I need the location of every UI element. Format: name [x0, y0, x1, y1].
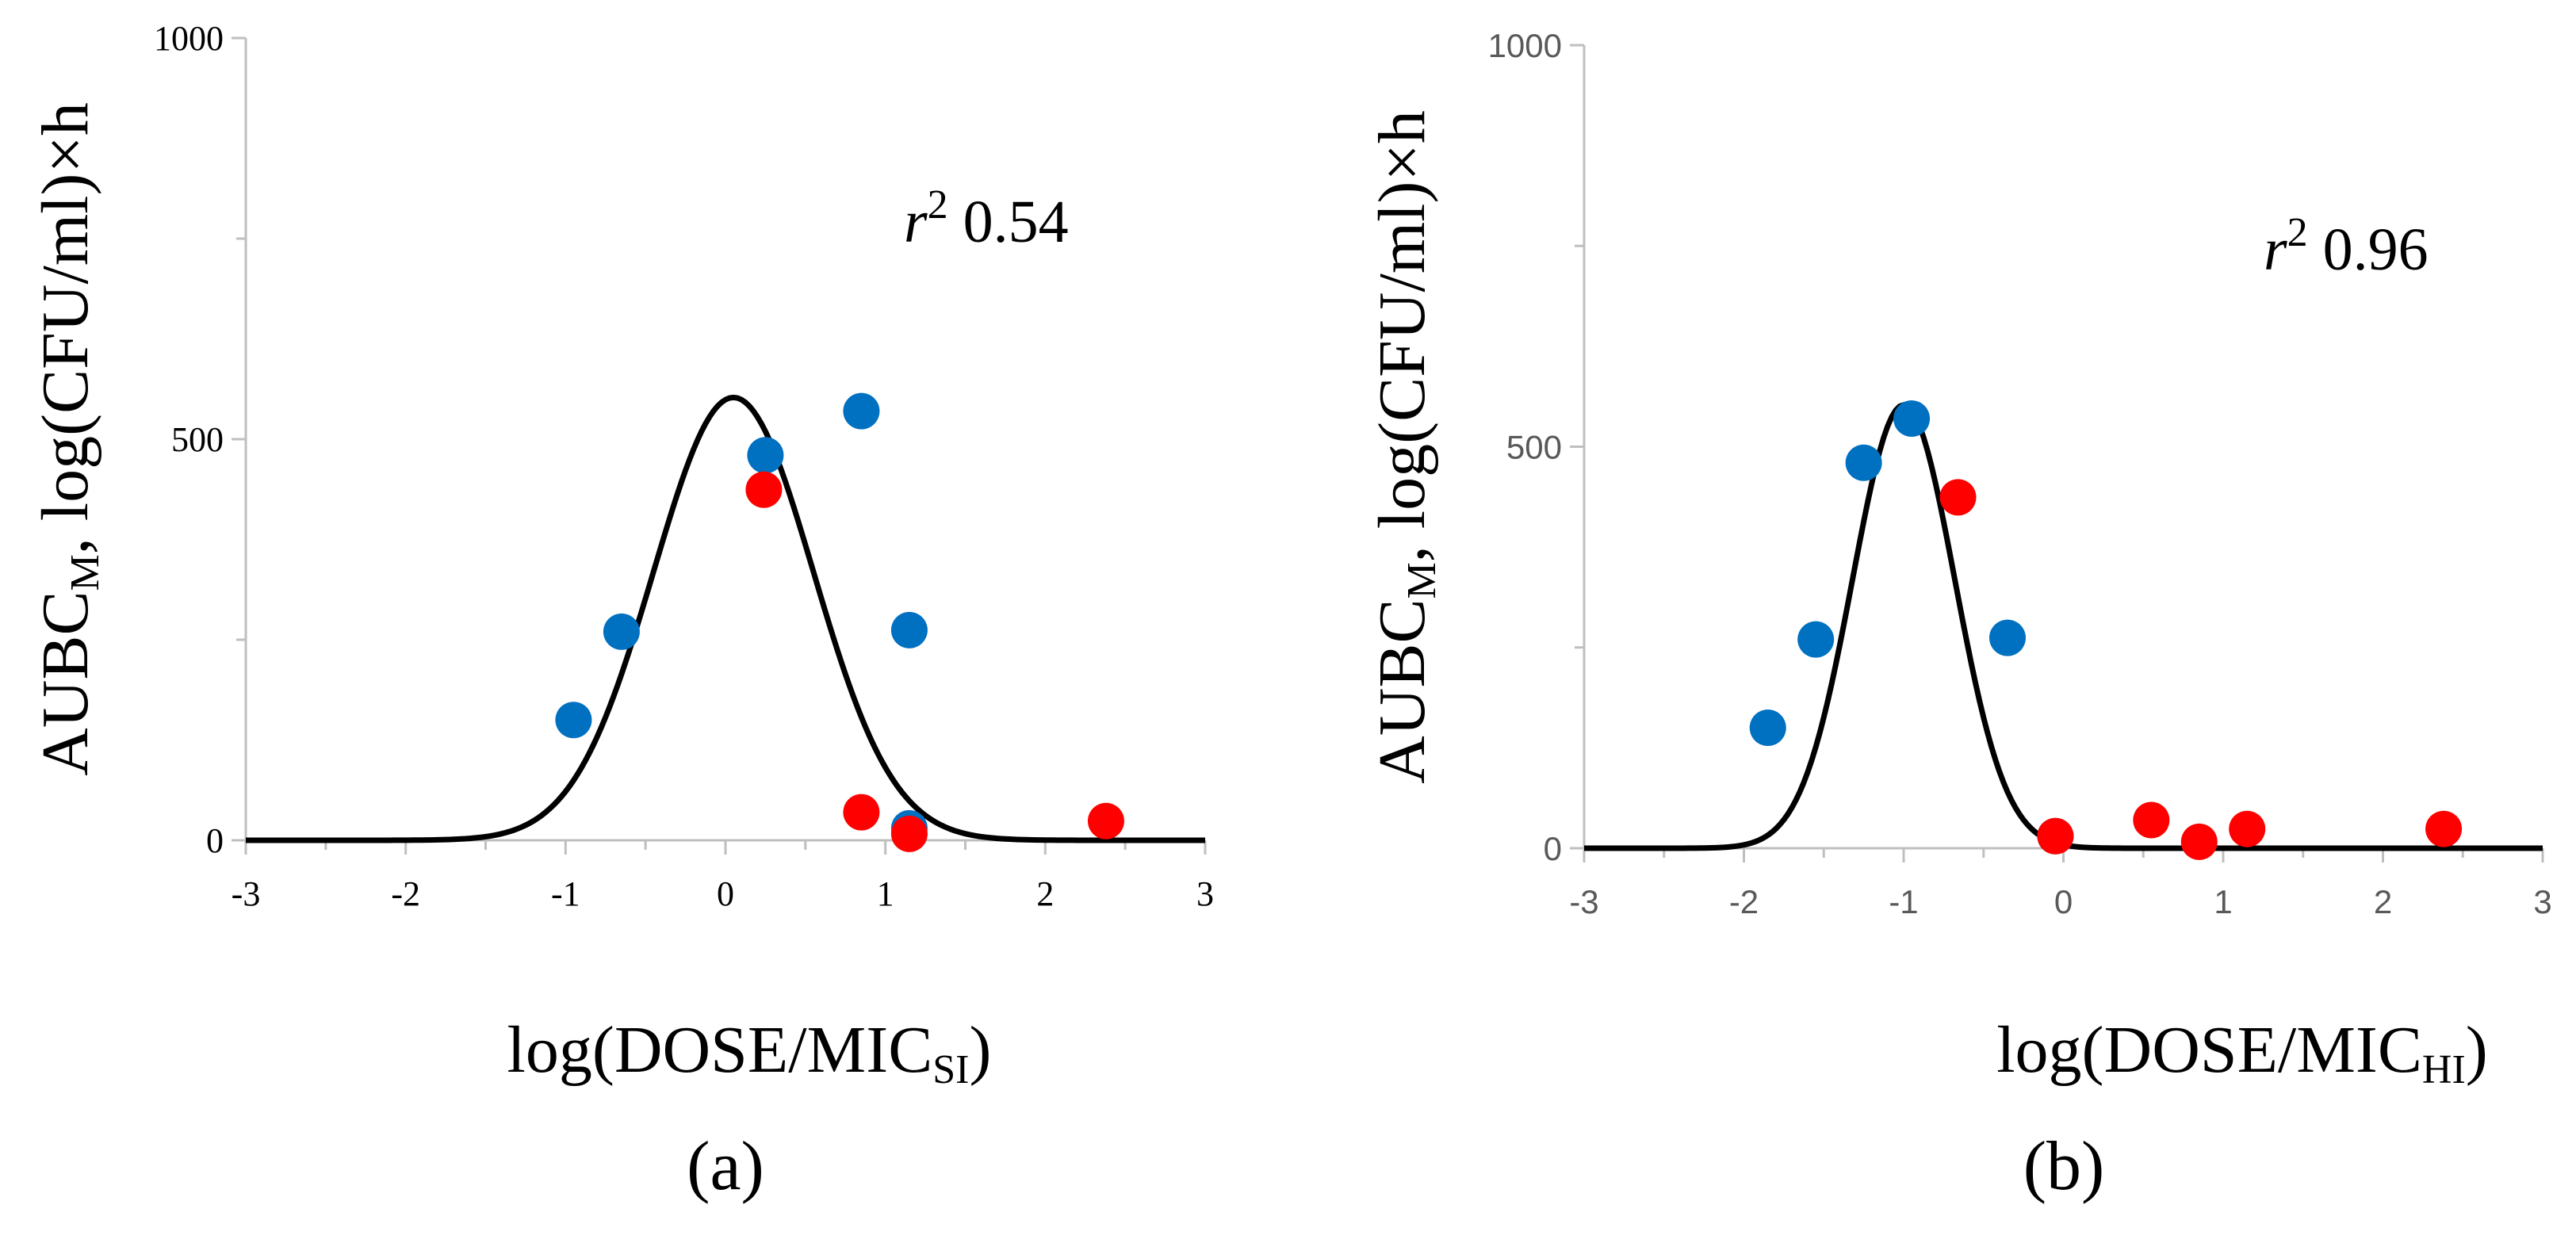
- x-tick-label: -3: [1569, 883, 1598, 920]
- chart-panel-a: 0 500 1000 -3 -2 -1 0 1 2 3 AUBCM, log(CFU/ml)×h lo…: [29, 19, 1214, 1205]
- data-point-blue: [1988, 619, 2026, 656]
- x-axis-label-subscript: HI: [2422, 1047, 2466, 1092]
- x-tick-label: 3: [2533, 883, 2551, 920]
- x-tick-label: -1: [1889, 883, 1918, 920]
- data-point-blue: [603, 613, 640, 650]
- fit-curve: [246, 394, 1205, 843]
- y-tick-label: 1000: [154, 19, 224, 58]
- x-tick-label: -2: [391, 874, 420, 913]
- data-point-blue: [1749, 709, 1786, 747]
- x-tick-label: 0: [717, 874, 734, 913]
- x-tick-label: -3: [232, 874, 261, 913]
- x-tick-label: 1: [2214, 883, 2232, 920]
- panel-label: (a): [687, 1128, 764, 1205]
- r-squared-r: r: [2264, 216, 2287, 283]
- data-point-red: [2180, 823, 2218, 860]
- data-point-blue: [1893, 400, 1931, 438]
- panel-label: (b): [2023, 1128, 2105, 1205]
- y-axis-label: AUBCM, log(CFU/ml)×h: [1365, 110, 1445, 784]
- y-axis-label-main: AUBC: [1365, 599, 1439, 783]
- data-point-blue: [1845, 444, 1882, 481]
- x-tick-label: 1: [877, 874, 894, 913]
- data-point-blue: [747, 437, 784, 474]
- y-tick-label: 500: [171, 420, 224, 459]
- x-axis-label-close: ): [2466, 1013, 2488, 1087]
- r-squared-annotation: r2 0.96: [2264, 210, 2429, 283]
- data-point-red: [2425, 810, 2463, 847]
- chart-panel-b: 0 500 1000 -3 -2 -1 0 1 2 3 AUBCM, log(CFU/ml)×h lo…: [1365, 27, 2552, 1205]
- y-axis-label-rest: , log(CFU/ml)×h: [29, 102, 102, 554]
- r-squared-r: r: [904, 189, 928, 255]
- x-axis-label-subscript: SI: [932, 1047, 969, 1092]
- r-squared-value: 0.96: [2308, 216, 2429, 283]
- data-point-red: [2037, 817, 2074, 855]
- y-tick-label: 500: [1506, 429, 1562, 466]
- data-point-blue: [890, 611, 928, 648]
- y-axis-label-subscript: M: [63, 554, 108, 591]
- y-axis-label-subscript: M: [1399, 562, 1445, 599]
- data-point-blue: [555, 702, 592, 739]
- data-point-red: [890, 815, 928, 852]
- y-tick-label: 1000: [1488, 27, 1562, 64]
- y-tick-label: 0: [1544, 830, 1562, 867]
- y-axis-label-main: AUBC: [29, 591, 102, 775]
- x-tick-label: 2: [2374, 883, 2392, 920]
- x-axis-label: log(DOSE/MICSI): [507, 1013, 992, 1092]
- x-tick-label: 0: [2054, 883, 2073, 920]
- x-axis-label-main: log(DOSE/MIC: [1996, 1013, 2422, 1087]
- data-point-red: [745, 471, 783, 508]
- data-point-blue: [1797, 621, 1835, 658]
- r-squared-superscript: 2: [2287, 210, 2308, 255]
- data-point-red: [2133, 801, 2170, 839]
- data-point-red: [1087, 802, 1124, 840]
- x-tick-label: -2: [1729, 883, 1759, 920]
- x-axis-label: log(DOSE/MICHI): [1996, 1013, 2488, 1092]
- x-tick-label: 3: [1196, 874, 1214, 913]
- data-point-red: [1939, 479, 1977, 516]
- data-point-blue: [843, 392, 880, 430]
- data-point-red: [2229, 810, 2266, 847]
- r-squared-value: 0.54: [948, 189, 1069, 255]
- y-axis-label: AUBCM, log(CFU/ml)×h: [29, 102, 108, 776]
- r-squared-annotation: r2 0.54: [904, 182, 1069, 255]
- x-axis-label-close: ): [969, 1013, 991, 1087]
- x-tick-label: -1: [551, 874, 580, 913]
- y-axis-label-rest: , log(CFU/ml)×h: [1365, 110, 1439, 562]
- r-squared-superscript: 2: [928, 182, 948, 228]
- fit-curve: [1584, 402, 2543, 851]
- data-point-red: [843, 794, 880, 831]
- x-axis-label-main: log(DOSE/MIC: [507, 1013, 933, 1087]
- x-tick-label: 2: [1036, 874, 1054, 913]
- y-tick-label: 0: [206, 821, 224, 860]
